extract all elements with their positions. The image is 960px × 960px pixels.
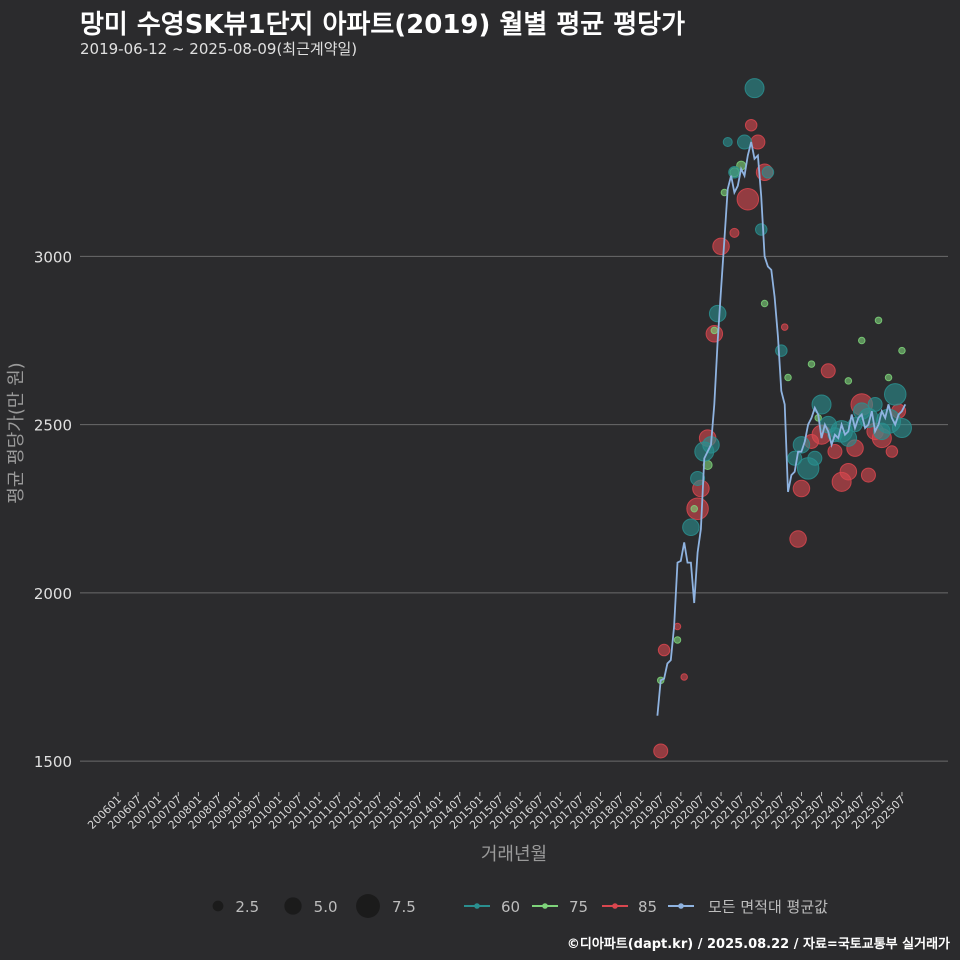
point-s75: [874, 316, 883, 325]
x-axis-label: 거래년월: [481, 844, 547, 865]
point-s75: [673, 636, 682, 644]
point-s85: [780, 323, 789, 331]
point-s60: [722, 137, 733, 148]
point-s85: [860, 467, 876, 483]
legend-dot-s60: [474, 903, 480, 909]
y-tick-label: 2000: [34, 585, 72, 603]
point-s85: [820, 363, 836, 379]
point-s85: [789, 530, 807, 548]
chart-subtitle: 2019-06-12 ~ 2025-08-09(최근계약일): [80, 40, 358, 58]
average-line: [656, 141, 907, 716]
legend-dot-s85: [612, 903, 618, 909]
legend-label-s75: 75: [569, 898, 588, 916]
point-s60: [682, 518, 700, 537]
legend-size-label: 2.5: [235, 898, 259, 916]
point-s75: [784, 373, 792, 382]
point-s85: [885, 445, 899, 458]
point-s85: [680, 673, 688, 681]
point-s85: [712, 237, 730, 256]
legend-dot-s75: [542, 903, 548, 909]
legend-label-avg: 모든 면적대 평균값: [708, 898, 828, 916]
point-s75: [857, 336, 866, 345]
point-s60: [761, 166, 775, 179]
point-s60: [811, 394, 832, 415]
legend-dot-avg: [678, 903, 684, 909]
legend-label-s85: 85: [638, 898, 657, 916]
x-axis-ticks: 2006012006072007012007072008012008072009…: [85, 792, 908, 832]
grid-lines: [80, 255, 948, 762]
point-s85: [792, 479, 811, 498]
point-s60: [708, 304, 727, 323]
y-tick-label: 3000: [34, 248, 72, 266]
data-points: [653, 78, 912, 759]
legend: 2.5 5.0 7.5 60 75 85 모든 면적대 평균값: [212, 894, 828, 918]
point-s85: [736, 187, 760, 211]
point-s85: [729, 227, 740, 238]
point-s60: [883, 383, 907, 406]
footer-credit: ©디아파트(dapt.kr) / 2025.08.22 / 자료=국토교통부 실…: [566, 937, 950, 952]
point-s75: [760, 299, 769, 308]
point-s75: [710, 326, 719, 335]
point-s75: [844, 377, 853, 385]
point-s75: [884, 373, 893, 382]
point-s60: [744, 78, 765, 99]
average-line-layer: [656, 141, 907, 716]
point-s75: [690, 504, 698, 513]
point-s60: [807, 450, 823, 466]
point-s60: [775, 344, 788, 357]
point-s60: [891, 418, 912, 438]
point-s85: [673, 622, 682, 631]
point-s75: [898, 346, 906, 355]
y-axis-ticks: 1500 2000 2500 3000: [34, 248, 72, 771]
point-s85: [839, 462, 858, 481]
point-s85: [653, 743, 669, 759]
legend-label-s60: 60: [501, 898, 520, 916]
point-s60: [690, 470, 706, 486]
y-tick-label: 2500: [34, 417, 72, 435]
point-s75: [807, 360, 816, 368]
y-tick-label: 1500: [34, 753, 72, 771]
legend-size-marker: [284, 897, 302, 915]
legend-size-marker: [356, 894, 380, 918]
legend-size-label: 5.0: [314, 898, 338, 916]
chart-title: 망미 수영SK뷰1단지 아파트(2019) 월별 평균 평당가: [80, 10, 685, 40]
point-s60: [754, 223, 768, 236]
point-s85: [827, 444, 843, 460]
point-s60: [867, 396, 883, 412]
point-s85: [657, 643, 671, 657]
legend-size-marker: [212, 900, 224, 912]
y-axis-label: 평균 평당가(만 원): [6, 362, 27, 503]
point-s85: [744, 118, 758, 132]
legend-size-label: 7.5: [392, 898, 416, 916]
